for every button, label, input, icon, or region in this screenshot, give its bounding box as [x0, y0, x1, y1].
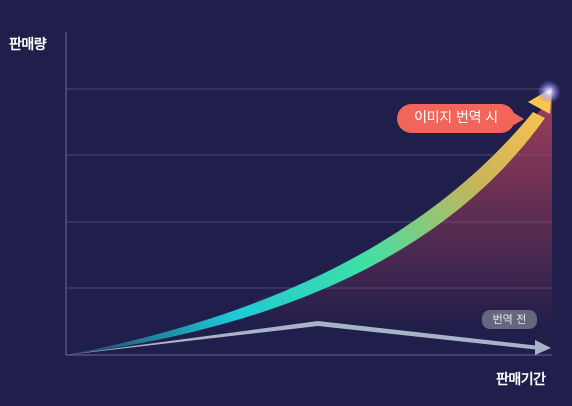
growth-area-fill	[255, 95, 552, 355]
after-translation-label: 이미지 번역 시	[397, 104, 524, 133]
before-translation-label: 번역 전	[482, 310, 537, 329]
x-axis-label: 판매기간	[496, 372, 546, 388]
before-line	[66, 321, 540, 355]
before-arrow-head	[535, 340, 551, 355]
y-axis-label: 판매량	[9, 37, 47, 53]
glow-dot	[537, 80, 561, 104]
